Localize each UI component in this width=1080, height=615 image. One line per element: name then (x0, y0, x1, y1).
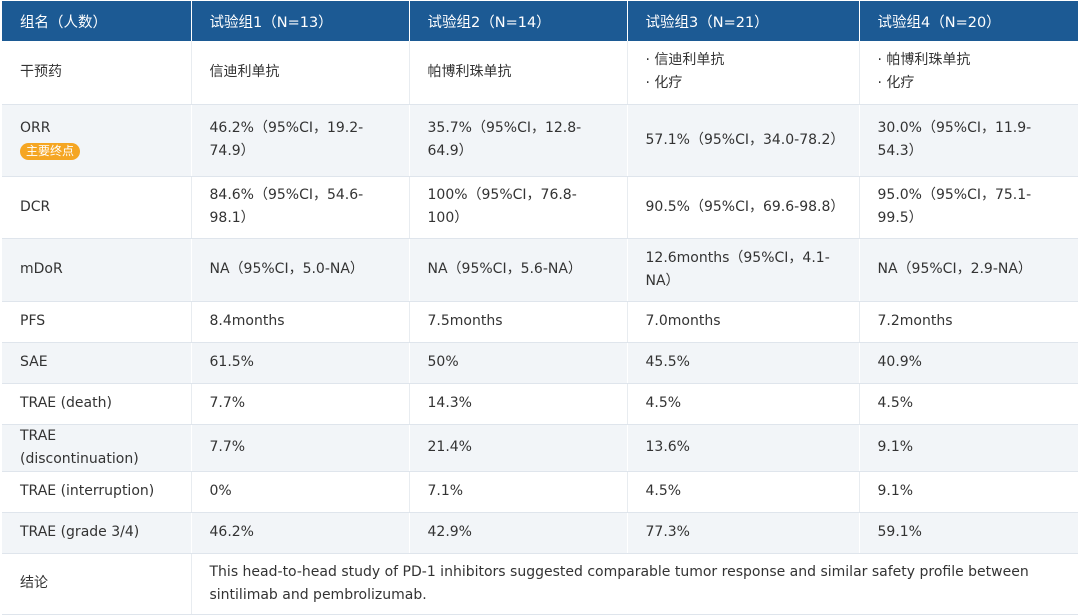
cell-g4: 9.1% (859, 471, 1078, 513)
cell-g4: 30.0%（95%CI，11.9-54.3） (859, 104, 1078, 177)
list-item: 帕博利珠单抗 (878, 49, 1061, 72)
cell-g3: 7.0months (627, 301, 860, 343)
table-row-dcr: DCR 84.6%（95%CI，54.6-98.1） 100%（95%CI，76… (2, 176, 1078, 239)
row-label: DCR (2, 176, 192, 239)
cell-g4: 40.9% (859, 342, 1078, 384)
cell-g1: 46.2%（95%CI，19.2-74.9） (191, 104, 410, 177)
cell-g3: 90.5%（95%CI，69.6-98.8） (627, 176, 860, 239)
primary-endpoint-badge: 主要终点 (20, 143, 81, 160)
table-row-conclusion: 结论 This head-to-head study of PD-1 inhib… (2, 553, 1078, 615)
cell-g4: 帕博利珠单抗 化疗 (859, 41, 1078, 105)
header-group-3: 试验组3（N=21） (627, 1, 860, 41)
row-label: ORR (20, 120, 51, 136)
header-group-name: 组名（人数） (2, 1, 192, 41)
row-label: TRAE (discontinuation) (2, 424, 192, 472)
cell-g4: 59.1% (859, 512, 1078, 554)
conclusion-text: This head-to-head study of PD-1 inhibito… (191, 553, 1078, 615)
cell-g2: 50% (409, 342, 628, 384)
table-row-trae-discontinuation: TRAE (discontinuation) 7.7% 21.4% 13.6% … (2, 424, 1078, 472)
cell-g2: 帕博利珠单抗 (409, 41, 628, 105)
cell-g1: 46.2% (191, 512, 410, 554)
cell-g4: 7.2months (859, 301, 1078, 343)
cell-g2: 42.9% (409, 512, 628, 554)
cell-g4: 4.5% (859, 383, 1078, 425)
header-group-1: 试验组1（N=13） (191, 1, 410, 41)
cell-g3: 57.1%（95%CI，34.0-78.2） (627, 104, 860, 177)
cell-g3: 45.5% (627, 342, 860, 384)
cell-g1: 信迪利单抗 (191, 41, 410, 105)
row-label-cell: ORR 主要终点 (2, 104, 192, 177)
cell-g1: NA（95%CI，5.0-NA） (191, 238, 410, 302)
table-row-orr: ORR 主要终点 46.2%（95%CI，19.2-74.9） 35.7%（95… (2, 104, 1078, 177)
table-row-mdor: mDoR NA（95%CI，5.0-NA） NA（95%CI，5.6-NA） 1… (2, 238, 1078, 302)
row-label: TRAE (grade 3/4) (2, 512, 192, 554)
cell-g3: 77.3% (627, 512, 860, 554)
row-label: TRAE (death) (2, 383, 192, 425)
header-group-4: 试验组4（N=20） (859, 1, 1078, 41)
table-row-sae: SAE 61.5% 50% 45.5% 40.9% (2, 342, 1078, 384)
cell-g3: 4.5% (627, 471, 860, 513)
table-row-trae-death: TRAE (death) 7.7% 14.3% 4.5% 4.5% (2, 383, 1078, 425)
row-label: PFS (2, 301, 192, 343)
row-label: mDoR (2, 238, 192, 302)
cell-g2: NA（95%CI，5.6-NA） (409, 238, 628, 302)
cell-g1: 7.7% (191, 383, 410, 425)
row-label: SAE (2, 342, 192, 384)
cell-g4: 9.1% (859, 424, 1078, 472)
cell-g2: 35.7%（95%CI，12.8-64.9） (409, 104, 628, 177)
cell-g1: 84.6%（95%CI，54.6-98.1） (191, 176, 410, 239)
cell-g2: 100%（95%CI，76.8-100） (409, 176, 628, 239)
cell-g2: 21.4% (409, 424, 628, 472)
cell-g3: 13.6% (627, 424, 860, 472)
cell-g2: 14.3% (409, 383, 628, 425)
cell-g1: 61.5% (191, 342, 410, 384)
header-group-2: 试验组2（N=14） (409, 1, 628, 41)
cell-g4: NA（95%CI，2.9-NA） (859, 238, 1078, 302)
cell-g1: 0% (191, 471, 410, 513)
list-item: 化疗 (878, 72, 1061, 95)
cell-g3: 信迪利单抗 化疗 (627, 41, 860, 105)
cell-g1: 8.4months (191, 301, 410, 343)
table-row-pfs: PFS 8.4months 7.5months 7.0months 7.2mon… (2, 301, 1078, 343)
list-item: 信迪利单抗 (646, 49, 841, 72)
cell-g2: 7.5months (409, 301, 628, 343)
table-row-intervention: 干预药 信迪利单抗 帕博利珠单抗 信迪利单抗 化疗 帕博利珠单抗 化疗 (2, 41, 1078, 105)
row-label: 结论 (2, 553, 192, 615)
list-item: 化疗 (646, 72, 841, 95)
table-row-trae-grade-3-4: TRAE (grade 3/4) 46.2% 42.9% 77.3% 59.1% (2, 512, 1078, 554)
row-label: TRAE (interruption) (2, 471, 192, 513)
cell-g3: 12.6months（95%CI，4.1-NA） (627, 238, 860, 302)
row-label: 干预药 (2, 41, 192, 105)
cell-g3: 4.5% (627, 383, 860, 425)
cell-g2: 7.1% (409, 471, 628, 513)
table-row-trae-interruption: TRAE (interruption) 0% 7.1% 4.5% 9.1% (2, 471, 1078, 513)
table-header-row: 组名（人数） 试验组1（N=13） 试验组2（N=14） 试验组3（N=21） … (2, 1, 1078, 41)
cell-g4: 95.0%（95%CI，75.1-99.5） (859, 176, 1078, 239)
cell-g1: 7.7% (191, 424, 410, 472)
